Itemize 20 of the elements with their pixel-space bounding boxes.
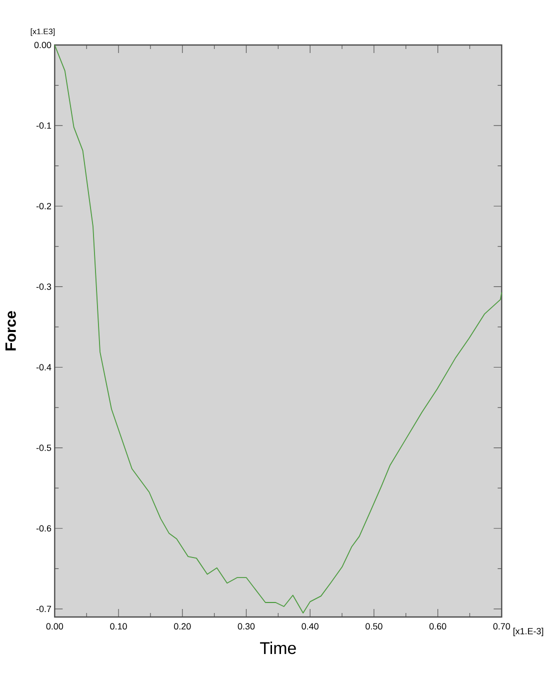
text: [x1.E-3]: [514, 628, 544, 636]
y-axis-title: Force: [6, 311, 16, 350]
x-tick-label: 0.00: [46, 623, 64, 630]
line-series: [54, 44, 502, 614]
y-tick-label: -0.2: [36, 202, 52, 210]
x-tick-label: 0.20: [174, 623, 191, 630]
x-tick-label: 0.10: [110, 623, 128, 630]
y-tick-label: -0.3: [36, 284, 52, 290]
y-tick-label: -0.6: [36, 525, 52, 532]
y-tick-label: -0.5: [36, 444, 52, 451]
y-tick-label: -0.4: [36, 364, 52, 370]
x-tick-label: 0.40: [302, 623, 319, 630]
x-tick-label: 0.70: [493, 623, 510, 630]
y-tick-label: 0.00: [34, 42, 52, 48]
x-tick-label: 0.50: [366, 623, 382, 630]
x-tick-label: 0.60: [430, 623, 446, 630]
x-axis-title: Time: [260, 642, 296, 654]
y-tick-label: -0.1: [36, 122, 52, 129]
x-tick-label: 0.30: [238, 623, 255, 630]
y-tick-label: -0.7: [36, 606, 52, 612]
